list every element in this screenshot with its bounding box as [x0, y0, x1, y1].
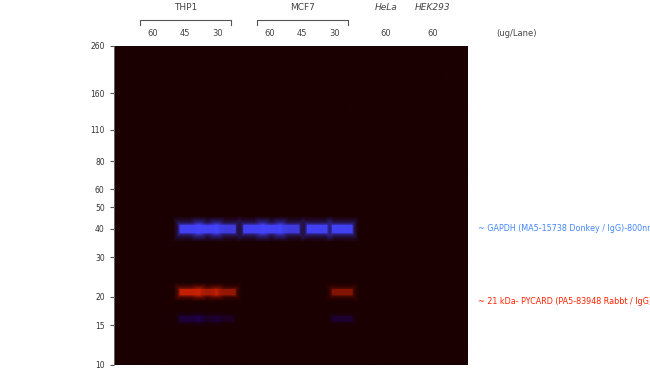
- Text: 30: 30: [330, 29, 340, 38]
- FancyBboxPatch shape: [329, 286, 356, 298]
- FancyBboxPatch shape: [302, 218, 332, 239]
- FancyBboxPatch shape: [193, 285, 222, 300]
- Text: MCF7: MCF7: [290, 3, 315, 12]
- FancyBboxPatch shape: [174, 217, 206, 241]
- FancyBboxPatch shape: [212, 221, 239, 238]
- FancyBboxPatch shape: [178, 315, 202, 323]
- FancyBboxPatch shape: [259, 223, 283, 235]
- FancyBboxPatch shape: [242, 223, 266, 235]
- FancyBboxPatch shape: [332, 289, 353, 295]
- FancyBboxPatch shape: [330, 223, 354, 235]
- FancyBboxPatch shape: [306, 223, 329, 235]
- FancyBboxPatch shape: [215, 315, 235, 323]
- FancyBboxPatch shape: [328, 218, 357, 239]
- FancyBboxPatch shape: [174, 283, 206, 301]
- FancyBboxPatch shape: [258, 221, 285, 238]
- FancyBboxPatch shape: [196, 315, 220, 323]
- FancyBboxPatch shape: [215, 225, 236, 233]
- FancyBboxPatch shape: [329, 314, 356, 324]
- FancyBboxPatch shape: [175, 218, 205, 239]
- Text: 60: 60: [265, 29, 275, 38]
- FancyBboxPatch shape: [330, 315, 354, 323]
- FancyBboxPatch shape: [193, 218, 222, 239]
- Text: HeLa: HeLa: [374, 3, 398, 12]
- FancyBboxPatch shape: [175, 285, 205, 300]
- Text: 45: 45: [297, 29, 307, 38]
- Text: 60: 60: [148, 29, 158, 38]
- FancyBboxPatch shape: [255, 217, 288, 241]
- FancyBboxPatch shape: [215, 289, 236, 295]
- Text: ~ 21 kDa- PYCARD (PA5-83948 Rabbt / IgG)-655nm: ~ 21 kDa- PYCARD (PA5-83948 Rabbt / IgG)…: [478, 297, 650, 306]
- FancyBboxPatch shape: [279, 225, 300, 233]
- FancyBboxPatch shape: [211, 218, 240, 239]
- FancyBboxPatch shape: [177, 221, 203, 238]
- FancyBboxPatch shape: [330, 288, 354, 297]
- FancyBboxPatch shape: [257, 218, 286, 239]
- FancyBboxPatch shape: [212, 286, 239, 298]
- FancyBboxPatch shape: [274, 218, 304, 239]
- FancyBboxPatch shape: [177, 314, 203, 324]
- FancyBboxPatch shape: [191, 283, 224, 301]
- FancyBboxPatch shape: [177, 286, 203, 298]
- FancyBboxPatch shape: [179, 289, 200, 295]
- FancyBboxPatch shape: [261, 225, 282, 233]
- FancyBboxPatch shape: [213, 288, 237, 297]
- FancyBboxPatch shape: [211, 285, 240, 300]
- FancyBboxPatch shape: [273, 217, 306, 241]
- FancyBboxPatch shape: [197, 289, 218, 295]
- FancyBboxPatch shape: [178, 223, 202, 235]
- Text: THP1: THP1: [174, 3, 197, 12]
- FancyBboxPatch shape: [197, 225, 218, 233]
- FancyBboxPatch shape: [197, 316, 218, 322]
- FancyBboxPatch shape: [243, 225, 264, 233]
- FancyBboxPatch shape: [194, 286, 221, 298]
- FancyBboxPatch shape: [307, 225, 328, 233]
- FancyBboxPatch shape: [196, 288, 220, 297]
- FancyBboxPatch shape: [304, 221, 330, 238]
- FancyBboxPatch shape: [329, 221, 356, 238]
- FancyBboxPatch shape: [240, 221, 267, 238]
- FancyBboxPatch shape: [179, 316, 200, 322]
- FancyBboxPatch shape: [194, 221, 221, 238]
- FancyBboxPatch shape: [239, 218, 268, 239]
- FancyBboxPatch shape: [196, 223, 220, 235]
- FancyBboxPatch shape: [332, 316, 353, 322]
- FancyBboxPatch shape: [213, 223, 237, 235]
- FancyBboxPatch shape: [209, 217, 242, 241]
- Text: 45: 45: [180, 29, 190, 38]
- FancyBboxPatch shape: [277, 223, 301, 235]
- Text: 60: 60: [381, 29, 391, 38]
- Text: HEK293: HEK293: [415, 3, 450, 12]
- FancyBboxPatch shape: [216, 316, 234, 322]
- Text: 60: 60: [427, 29, 437, 38]
- FancyBboxPatch shape: [191, 217, 224, 241]
- Text: (ug/Lane): (ug/Lane): [497, 29, 537, 38]
- FancyBboxPatch shape: [301, 217, 333, 241]
- FancyBboxPatch shape: [179, 225, 200, 233]
- FancyBboxPatch shape: [326, 217, 359, 241]
- FancyBboxPatch shape: [178, 288, 202, 297]
- FancyBboxPatch shape: [276, 221, 302, 238]
- FancyBboxPatch shape: [332, 225, 353, 233]
- FancyBboxPatch shape: [237, 217, 270, 241]
- Text: 30: 30: [213, 29, 223, 38]
- Text: ~ GAPDH (MA5-15738 Donkey / IgG)-800nm: ~ GAPDH (MA5-15738 Donkey / IgG)-800nm: [478, 225, 650, 233]
